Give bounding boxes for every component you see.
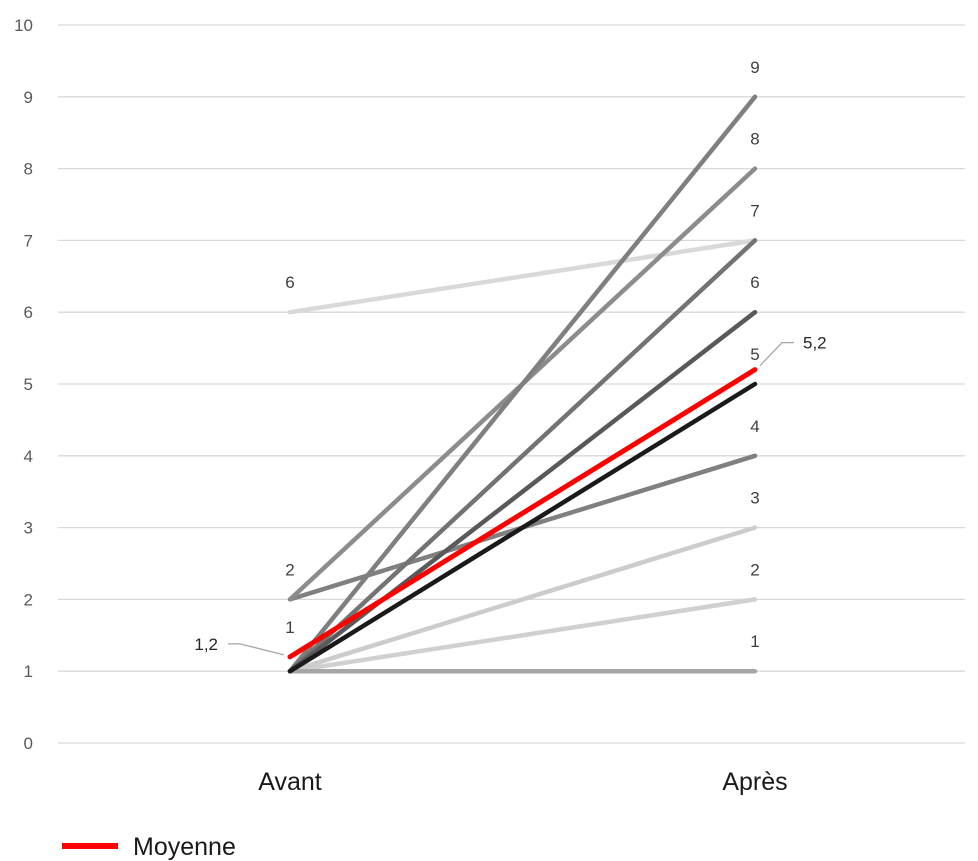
data-label-5-1: 8 xyxy=(750,130,759,149)
data-label-9-1: 5 xyxy=(750,345,759,364)
series-line-1 xyxy=(287,597,758,674)
callout-leader-0 xyxy=(228,643,285,656)
x-axis-category-labels: Avant Après xyxy=(258,768,787,796)
data-label-7-1: 7 xyxy=(750,201,759,220)
y-tick-label-0: 0 xyxy=(24,734,33,753)
x-category-label-0: Avant xyxy=(258,768,322,796)
data-label-0-0: 6 xyxy=(285,273,294,292)
data-label-10-0: 1 xyxy=(285,618,294,637)
data-label-3-1: 1 xyxy=(750,632,759,651)
y-tick-label-9: 9 xyxy=(24,88,33,107)
series-line-2 xyxy=(287,525,758,674)
series-line-6 xyxy=(287,94,758,674)
y-tick-label-8: 8 xyxy=(24,160,33,179)
y-tick-label-6: 6 xyxy=(24,303,33,322)
y-axis-tick-labels: 0 1 2 3 4 5 6 7 8 9 10 xyxy=(14,16,33,753)
data-label-8-1: 6 xyxy=(750,273,759,292)
legend: Moyenne xyxy=(62,833,236,861)
y-tick-label-7: 7 xyxy=(24,231,33,250)
y-tick-label-4: 4 xyxy=(24,447,33,466)
series-lines xyxy=(287,94,758,674)
y-tick-label-2: 2 xyxy=(24,590,33,609)
callout-leader-1 xyxy=(759,341,794,367)
callout-label-0: 1,2 xyxy=(194,635,218,654)
data-label-6-1: 9 xyxy=(750,58,759,77)
callout-label-1: 5,2 xyxy=(803,334,827,353)
x-category-label-1: Après xyxy=(722,768,787,796)
data-label-1-1: 2 xyxy=(750,560,759,579)
y-tick-label-10: 10 xyxy=(14,16,33,35)
data-callouts: 1,2 5,2 xyxy=(194,334,827,656)
gridlines xyxy=(58,24,965,744)
data-label-2-1: 3 xyxy=(750,489,759,508)
y-tick-label-3: 3 xyxy=(24,519,33,538)
series-line-8 xyxy=(287,309,758,674)
data-label-4-0: 2 xyxy=(285,560,294,579)
series-line-9 xyxy=(287,381,758,674)
series-line-10 xyxy=(287,367,758,660)
data-label-4-1: 4 xyxy=(750,417,759,436)
y-tick-label-1: 1 xyxy=(24,662,33,681)
data-labels: 6 2 3 1 2 4 8 9 7 6 5 1 xyxy=(285,58,759,651)
y-tick-label-5: 5 xyxy=(24,375,33,394)
legend-label-0: Moyenne xyxy=(133,833,236,861)
series-line-0 xyxy=(287,238,758,315)
series-line-7 xyxy=(287,238,758,674)
